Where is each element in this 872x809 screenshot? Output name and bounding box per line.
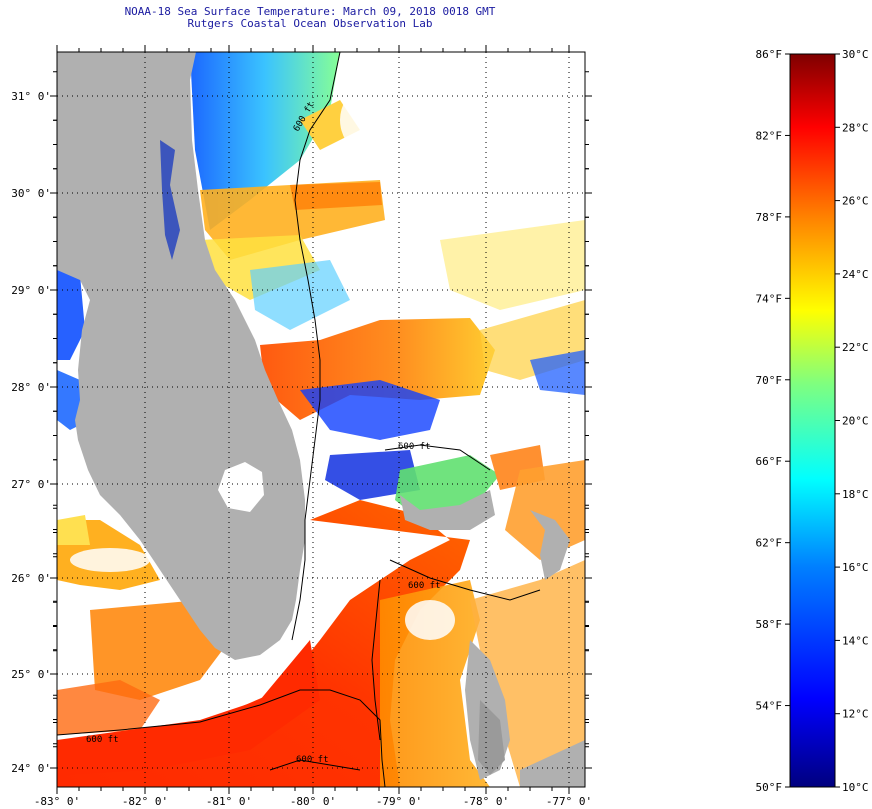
lat-label: 31° 0' xyxy=(11,90,51,103)
lat-label: 26° 0' xyxy=(11,572,51,585)
lon-label: -77° 0' xyxy=(546,795,592,808)
lat-label: 27° 0' xyxy=(11,478,51,491)
graticule xyxy=(57,52,585,787)
lat-label: 30° 0' xyxy=(11,187,51,200)
isobath-label: 600 ft xyxy=(408,581,441,591)
colorbar-f-label: 50°F xyxy=(756,781,783,794)
colorbar-f-label: 54°F xyxy=(756,700,783,713)
sst-imagery xyxy=(57,52,585,787)
colorbar-c-label: 12°C xyxy=(842,708,869,721)
colorbar-f-label: 62°F xyxy=(756,537,783,550)
isobath-label: 600 ft xyxy=(86,735,119,745)
lon-label: -81° 0' xyxy=(206,795,252,808)
map-title: NOAA-18 Sea Surface Temperature: March 0… xyxy=(124,5,496,18)
colorbar-f-label: 66°F xyxy=(756,455,783,468)
colorbar-c-label: 24°C xyxy=(842,268,869,281)
lat-label: 29° 0' xyxy=(11,284,51,297)
colorbar-c-label: 18°C xyxy=(842,488,869,501)
map-frame xyxy=(56,51,586,788)
colorbar-fahrenheit-labels: 86°F 82°F 78°F 74°F 70°F 66°F 62°F 58°F 54°F 50°F xyxy=(756,48,783,794)
isobath-label: 600 ft xyxy=(296,755,329,765)
colorbar-f-label: 78°F xyxy=(756,211,783,224)
colorbar-gradient xyxy=(789,53,836,788)
colorbar-c-label: 28°C xyxy=(842,121,869,134)
colorbar-c-label: 16°C xyxy=(842,561,869,574)
lat-label: 28° 0' xyxy=(11,381,51,394)
axis-ticks xyxy=(50,45,592,794)
lon-label: -79° 0' xyxy=(376,795,422,808)
colorbar: 86°F 82°F 78°F 74°F 70°F 66°F 62°F 58°F 54°F 50°F… xyxy=(756,48,869,794)
colorbar-f-label: 82°F xyxy=(756,129,783,142)
lat-label: 24° 0' xyxy=(11,762,51,775)
colorbar-c-label: 10°C xyxy=(842,781,869,794)
colorbar-f-label: 58°F xyxy=(756,618,783,631)
colorbar-c-label: 26°C xyxy=(842,195,869,208)
lon-label: -80° 0' xyxy=(290,795,336,808)
colorbar-c-label: 30°C xyxy=(842,48,869,61)
longitude-labels: -83° 0' -82° 0' -81° 0' -80° 0' -79° 0' … xyxy=(34,795,592,808)
lon-label: -83° 0' xyxy=(34,795,80,808)
colorbar-c-label: 20°C xyxy=(842,415,869,428)
isobath-label: 600 ft xyxy=(398,442,431,452)
lon-label: -82° 0' xyxy=(122,795,168,808)
colorbar-f-label: 70°F xyxy=(756,374,783,387)
map-subtitle: Rutgers Coastal Ocean Observation Lab xyxy=(187,17,433,30)
colorbar-c-label: 22°C xyxy=(842,341,869,354)
lat-label: 25° 0' xyxy=(11,668,51,681)
colorbar-f-label: 86°F xyxy=(756,48,783,61)
colorbar-f-label: 74°F xyxy=(756,292,783,305)
lon-label: -78° 0' xyxy=(463,795,509,808)
colorbar-c-label: 14°C xyxy=(842,634,869,647)
colorbar-celsius-labels: 30°C 28°C 26°C 24°C 22°C 20°C 18°C 16°C 14°C 12°C… xyxy=(842,48,869,794)
latitude-labels: 31° 0' 30° 0' 29° 0' 28° 0' 27° 0' 26° 0… xyxy=(11,90,51,775)
